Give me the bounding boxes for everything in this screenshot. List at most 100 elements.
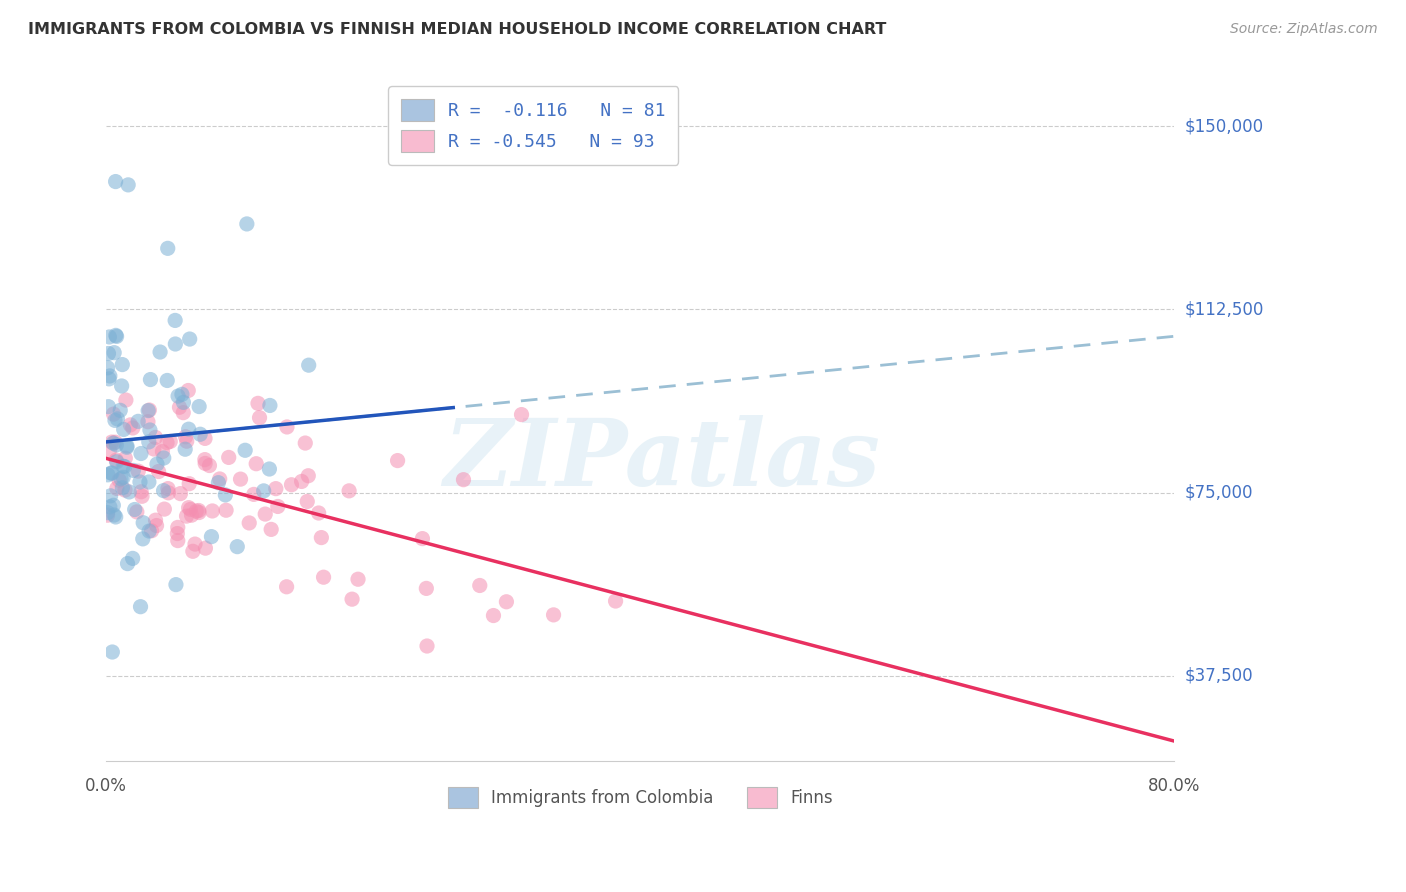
- Point: [115, 439, 138, 453]
- Point: [127, 464, 149, 478]
- Point: [156, 241, 179, 255]
- Point: [132, 532, 155, 546]
- Point: [177, 500, 200, 515]
- Point: [337, 483, 360, 498]
- Point: [146, 457, 169, 471]
- Point: [114, 459, 136, 474]
- Point: [236, 217, 259, 231]
- Point: [112, 470, 135, 484]
- Point: [415, 582, 437, 596]
- Point: [152, 483, 174, 498]
- Point: [174, 442, 197, 457]
- Point: [127, 414, 149, 428]
- Point: [120, 417, 142, 432]
- Point: [138, 434, 160, 449]
- Point: [194, 452, 217, 467]
- Point: [98, 368, 121, 383]
- Point: [141, 524, 163, 538]
- Point: [170, 387, 193, 401]
- Text: $150,000: $150,000: [1185, 117, 1264, 136]
- Point: [260, 522, 283, 536]
- Point: [482, 608, 505, 623]
- Point: [142, 442, 165, 456]
- Point: [145, 518, 167, 533]
- Point: [259, 462, 281, 476]
- Point: [233, 443, 256, 458]
- Point: [112, 459, 135, 474]
- Point: [117, 557, 139, 571]
- Point: [229, 472, 252, 486]
- Point: [179, 332, 201, 346]
- Point: [132, 516, 155, 530]
- Point: [254, 507, 277, 521]
- Point: [294, 436, 316, 450]
- Point: [165, 337, 187, 351]
- Point: [152, 444, 174, 458]
- Point: [100, 466, 122, 480]
- Point: [139, 373, 162, 387]
- Point: [156, 374, 179, 388]
- Point: [98, 443, 121, 458]
- Point: [243, 487, 266, 501]
- Point: [98, 330, 121, 344]
- Point: [188, 506, 211, 520]
- Point: [245, 457, 267, 471]
- Point: [194, 431, 217, 445]
- Point: [136, 403, 159, 417]
- Point: [117, 178, 139, 192]
- Point: [145, 513, 167, 527]
- Point: [111, 379, 134, 393]
- Point: [172, 406, 194, 420]
- Point: [105, 453, 128, 467]
- Point: [166, 526, 188, 541]
- Point: [416, 639, 439, 653]
- Point: [139, 423, 162, 437]
- Point: [121, 421, 143, 435]
- Point: [297, 494, 319, 508]
- Point: [246, 396, 269, 410]
- Point: [104, 435, 127, 450]
- Point: [280, 477, 302, 491]
- Point: [267, 500, 290, 514]
- Point: [149, 345, 172, 359]
- Point: [111, 358, 134, 372]
- Point: [101, 466, 124, 480]
- Point: [181, 544, 204, 558]
- Point: [207, 475, 229, 490]
- Point: [110, 403, 132, 417]
- Point: [311, 531, 333, 545]
- Point: [118, 485, 141, 500]
- Point: [201, 504, 224, 518]
- Point: [156, 482, 179, 496]
- Text: Source: ZipAtlas.com: Source: ZipAtlas.com: [1230, 22, 1378, 37]
- Point: [347, 572, 370, 586]
- Point: [184, 537, 207, 551]
- Point: [98, 500, 121, 514]
- Legend: Immigrants from Colombia, Finns: Immigrants from Colombia, Finns: [441, 780, 839, 814]
- Point: [176, 434, 198, 449]
- Point: [105, 455, 128, 469]
- Point: [129, 475, 152, 489]
- Point: [215, 503, 238, 517]
- Point: [122, 463, 145, 477]
- Point: [453, 473, 475, 487]
- Point: [138, 475, 160, 489]
- Point: [253, 483, 276, 498]
- Point: [115, 440, 138, 454]
- Point: [468, 578, 491, 592]
- Point: [145, 430, 167, 444]
- Point: [153, 502, 176, 516]
- Point: [200, 530, 222, 544]
- Point: [249, 410, 271, 425]
- Point: [194, 457, 217, 471]
- Point: [97, 360, 120, 375]
- Point: [276, 580, 298, 594]
- Point: [165, 577, 187, 591]
- Point: [297, 468, 319, 483]
- Point: [214, 488, 236, 502]
- Text: IMMIGRANTS FROM COLOMBIA VS FINNISH MEDIAN HOUSEHOLD INCOME CORRELATION CHART: IMMIGRANTS FROM COLOMBIA VS FINNISH MEDI…: [28, 22, 887, 37]
- Point: [543, 607, 565, 622]
- Point: [166, 533, 188, 548]
- Point: [387, 453, 409, 467]
- Point: [177, 384, 200, 398]
